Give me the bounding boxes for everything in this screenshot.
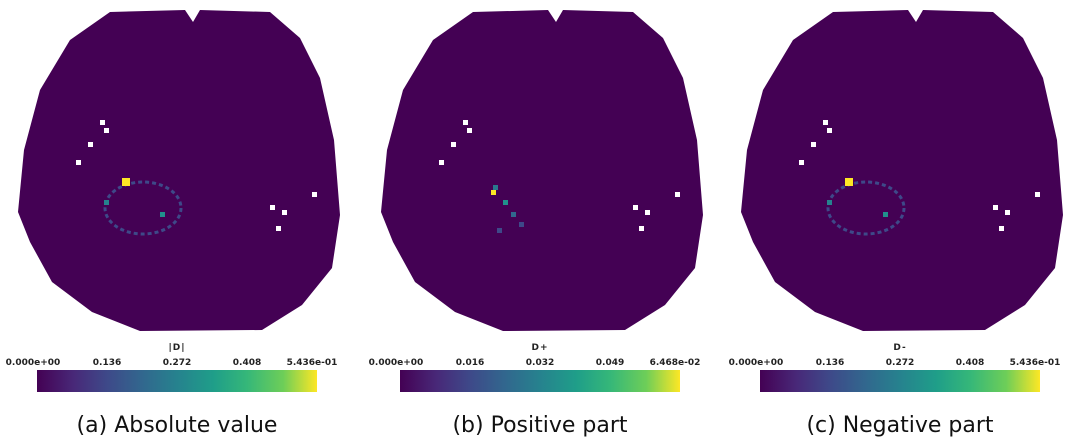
masked-voxel: [633, 205, 638, 210]
voxel: [104, 200, 109, 205]
voxel: [497, 228, 502, 233]
colorbar-title: D+: [531, 343, 548, 353]
brain-map: [741, 10, 1063, 331]
voxel: [493, 185, 498, 190]
masked-voxel: [645, 210, 650, 215]
masked-voxel: [88, 142, 93, 147]
masked-voxel: [76, 160, 81, 165]
masked-voxel: [993, 205, 998, 210]
colorbar-tick-label: 0.016: [456, 358, 484, 368]
voxel: [883, 212, 888, 217]
voxel: [503, 200, 508, 205]
voxel: [160, 212, 165, 217]
colorbar-tick-label: 0.408: [233, 358, 261, 368]
masked-voxel: [1005, 210, 1010, 215]
voxel: [491, 190, 496, 195]
masked-voxel: [999, 226, 1004, 231]
masked-voxel: [811, 142, 816, 147]
masked-voxel: [823, 120, 828, 125]
masked-voxel: [451, 142, 456, 147]
voxel: [827, 200, 832, 205]
page: {"panels": [ {"colorbar": {"title": "|D|…: [0, 0, 1075, 445]
voxel: [122, 178, 130, 186]
masked-voxel: [439, 160, 444, 165]
caption: (a) Absolute value: [77, 413, 278, 438]
caption: (b) Positive part: [452, 413, 627, 438]
colorbar-tick-label: 0.136: [93, 358, 121, 368]
masked-voxel: [827, 128, 832, 133]
masked-voxel: [282, 210, 287, 215]
colorbar-tick-label: 0.136: [816, 358, 844, 368]
masked-voxel: [639, 226, 644, 231]
colorbar-title: |D|: [168, 343, 185, 353]
caption: (c) Negative part: [806, 413, 993, 438]
masked-voxel: [276, 226, 281, 231]
colorbar-tick-label: 5.436e-01: [1010, 358, 1061, 368]
masked-voxel: [463, 120, 468, 125]
panel: D+ 0.000e+00 0.016 0.032 0.049 6.468e-02 (b) P…: [369, 10, 703, 438]
masked-voxel: [467, 128, 472, 133]
brain-map: [18, 10, 340, 331]
colorbar-tick-label: 0.049: [596, 358, 624, 368]
colorbar-tick-label: 0.000e+00: [729, 358, 784, 368]
masked-voxel: [799, 160, 804, 165]
colorbar: [760, 370, 1040, 392]
colorbar-tick-label: 0.272: [886, 358, 914, 368]
masked-voxel: [100, 120, 105, 125]
colorbar-tick-label: 0.408: [956, 358, 984, 368]
colorbar-tick-label: 0.000e+00: [6, 358, 61, 368]
masked-voxel: [270, 205, 275, 210]
masked-voxel: [675, 192, 680, 197]
colorbar-title: D-: [893, 343, 906, 353]
panel: D- 0.000e+00 0.136 0.272 0.408 5.436e-01 (c) N…: [729, 10, 1063, 438]
panel: |D| 0.000e+00 0.136 0.272 0.408 5.436e-01 (a) …: [6, 10, 340, 438]
colorbar-tick-label: 0.000e+00: [369, 358, 424, 368]
voxel: [511, 212, 516, 217]
colorbar-tick-label: 6.468e-02: [650, 358, 701, 368]
colorbar: [37, 370, 317, 392]
colorbar-tick-label: 0.272: [163, 358, 191, 368]
colorbar-tick-label: 5.436e-01: [287, 358, 338, 368]
masked-voxel: [104, 128, 109, 133]
brain-map: [381, 10, 703, 331]
colorbar-tick-label: 0.032: [526, 358, 554, 368]
masked-voxel: [1035, 192, 1040, 197]
masked-voxel: [312, 192, 317, 197]
voxel: [845, 178, 853, 186]
figure: |D| 0.000e+00 0.136 0.272 0.408 5.436e-01 (a) …: [0, 0, 1075, 445]
voxel: [519, 222, 524, 227]
colorbar: [400, 370, 680, 392]
